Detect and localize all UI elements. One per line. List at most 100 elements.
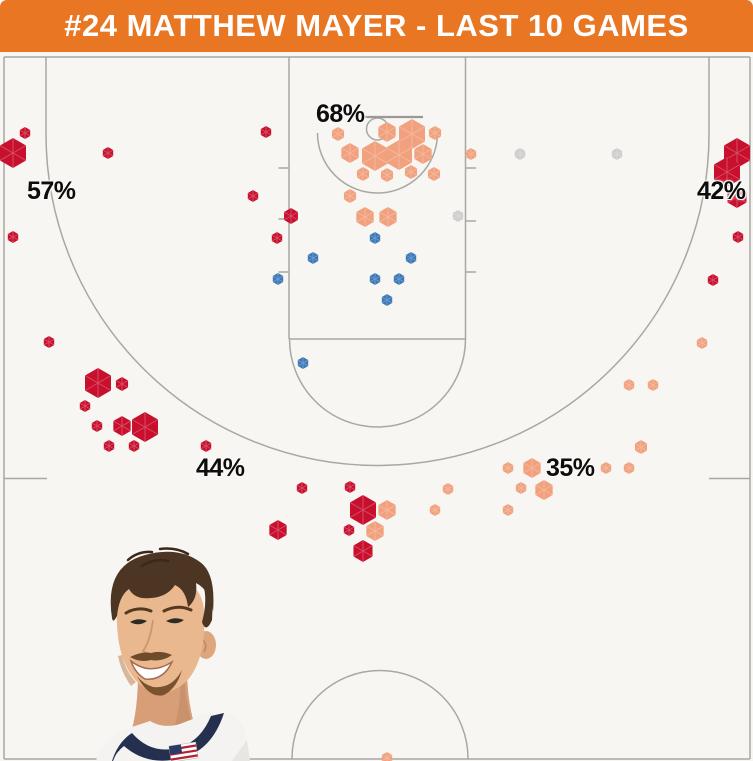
shot-hex-facets (378, 122, 396, 142)
shot-hex-peach (399, 119, 425, 149)
shot-hex-red (271, 232, 283, 244)
shot-hex-facets (271, 232, 283, 244)
court-lines (3, 56, 751, 760)
shot-hex-facets (414, 144, 432, 164)
shot-hex-facets (79, 400, 91, 412)
shot-hex-red (343, 524, 355, 536)
shot-hex-blue (307, 252, 319, 264)
shot-hex-facets (369, 232, 381, 244)
shot-hex-peach (331, 127, 345, 141)
shot-hex-gray (452, 210, 464, 222)
shot-hex-facets (102, 147, 114, 159)
zone-label-right-corner: 42% (697, 177, 746, 205)
shot-hex-facets (393, 273, 405, 285)
shot-hex-facets (103, 440, 115, 452)
shot-hex-facets (269, 520, 287, 540)
center-circle (291, 669, 469, 759)
shot-hex-peach (366, 521, 384, 541)
player-photo (96, 547, 250, 761)
shot-hex-red (128, 440, 140, 452)
shot-hex-facets (247, 190, 259, 202)
shot-hex-facets (535, 480, 553, 500)
shot-hex-blue (405, 252, 417, 264)
shot-hex-facets (385, 140, 413, 170)
page-title: #24 MATTHEW MAYER - LAST 10 GAMES (64, 8, 689, 43)
shot-hex-facets (43, 336, 55, 348)
shot-hex-facets (381, 752, 393, 761)
shot-hex-facets (200, 440, 212, 452)
lane-hash-marks-right (465, 167, 476, 273)
shot-hex-peach (356, 207, 374, 227)
shot-hex-blue (393, 273, 405, 285)
shot-hex-peach (523, 458, 541, 478)
shot-hex-peach (343, 189, 357, 203)
shot-hex-red (714, 157, 740, 187)
title-banner: #24 MATTHEW MAYER - LAST 10 GAMES (0, 0, 753, 52)
shot-hex-facets (361, 141, 389, 171)
shot-hex-facets (380, 168, 394, 182)
shot-hex-peach (341, 143, 359, 163)
shot-hex-facets (7, 231, 19, 243)
shot-hex-facets (366, 521, 384, 541)
free-throw-circle (288, 338, 467, 428)
shot-hex-facets (696, 337, 708, 349)
shot-hex-facets (465, 148, 477, 160)
shot-hex-peach (442, 483, 454, 495)
shot-hex-facets (283, 208, 299, 224)
shot-hex-peach (386, 140, 412, 170)
shot-hex-facets (0, 138, 27, 168)
shot-hex-blue (297, 357, 309, 369)
shot-hex-red (91, 420, 103, 432)
zone-label-right-wing: 35% (546, 454, 595, 482)
shot-hex-facets (381, 294, 393, 306)
shot-hex-facets (523, 458, 541, 478)
shot-hex-peach (414, 144, 432, 164)
shot-hex-peach (404, 165, 418, 179)
shot-hex-peach (696, 337, 708, 349)
shot-hex-red (115, 377, 129, 391)
shot-hex-peach (515, 482, 527, 494)
shot-hex-facets (727, 186, 747, 208)
shot-hex-peach (465, 148, 477, 160)
shot-hex-peach (502, 504, 514, 516)
shot-hex-red (353, 540, 373, 562)
shot-hex-facets (343, 524, 355, 536)
shot-hex-peach (634, 440, 648, 454)
shot-hex-facets (515, 482, 527, 494)
shot-hex-red (284, 208, 298, 224)
shot-hex-peach (379, 207, 397, 227)
shot-hex-facets (349, 495, 377, 525)
shot-hex-peach (427, 167, 441, 181)
shot-hex-facets (647, 379, 659, 391)
shot-hex-red (132, 412, 158, 442)
shot-hex-peach (362, 141, 388, 171)
shot-hex-facets (428, 126, 442, 140)
shot-hex-red (102, 147, 114, 159)
shot-hex-facets (502, 504, 514, 516)
shot-hex-peach (535, 480, 553, 500)
shot-hex-facets (634, 440, 648, 454)
shot-hex-facets (356, 207, 374, 227)
shot-hex-red (43, 336, 55, 348)
shot-hex-facets (732, 231, 744, 243)
shot-hex-facets (260, 126, 272, 138)
shot-hex-facets (369, 273, 381, 285)
flag-patch (168, 741, 199, 761)
shot-hex-facets (427, 167, 441, 181)
shot-hex-peach (623, 379, 635, 391)
shot-hex-red (344, 481, 356, 493)
shot-hex-facets (379, 207, 397, 227)
three-point-line (45, 57, 710, 467)
shot-hex-red (0, 138, 26, 168)
shot-hex-peach (428, 126, 442, 140)
shot-hex-facets (611, 148, 623, 160)
shot-hex-facets (600, 462, 612, 474)
shot-hex-facets (353, 540, 373, 562)
shot-hex-facets (713, 157, 741, 187)
shot-hex-facets (404, 165, 418, 179)
shot-hex-facets (378, 500, 396, 520)
shot-hex-peach (381, 752, 393, 761)
shot-hex-facets (331, 127, 345, 141)
shot-hex-red (113, 416, 131, 436)
